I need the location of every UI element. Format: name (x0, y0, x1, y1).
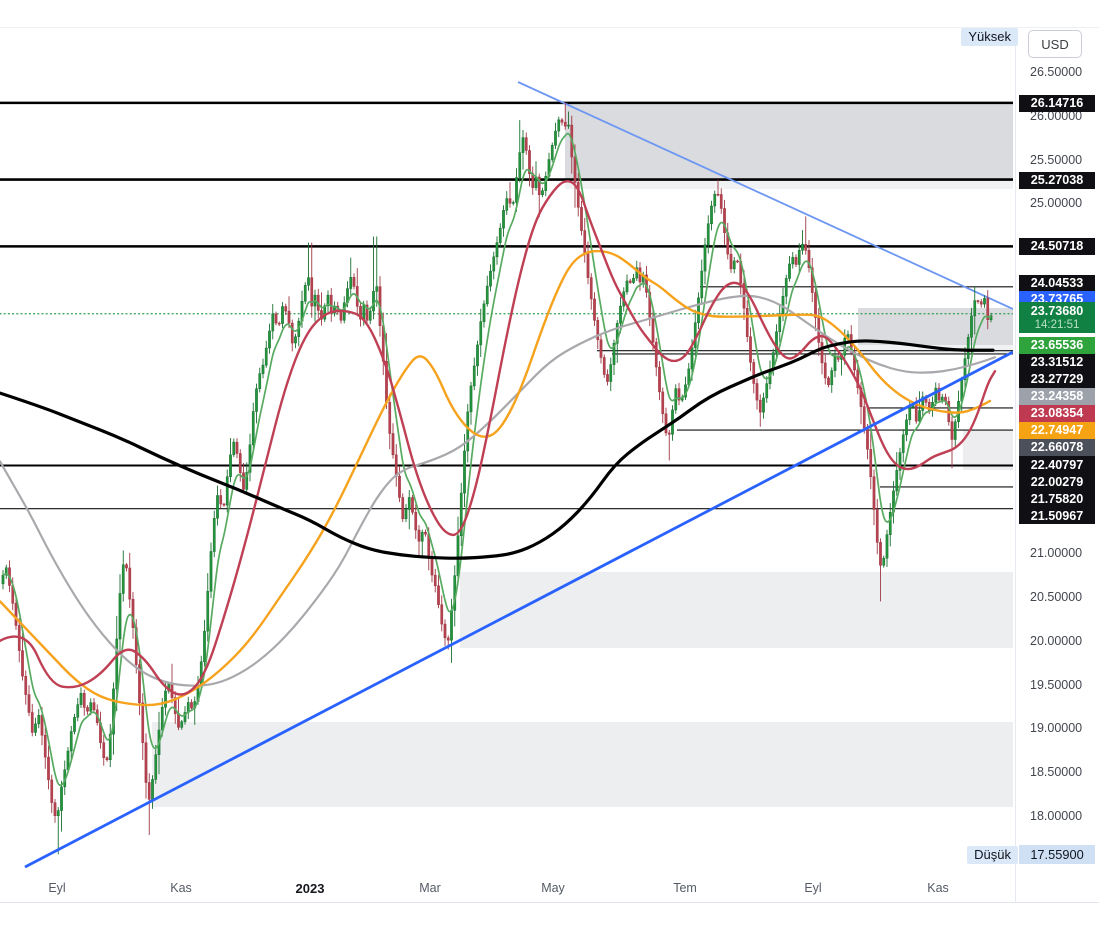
ma-orange (0, 249, 992, 707)
time-tick-label: May (541, 881, 565, 895)
price-zone (963, 430, 1013, 470)
candle-bodies (1, 119, 993, 816)
ascending-trendline[interactable] (24, 350, 1013, 869)
price-zone (460, 572, 1013, 648)
time-axis-border (0, 902, 1099, 903)
price-badge: 23.31512 (1019, 353, 1095, 371)
time-tick-label: Mar (419, 881, 441, 895)
price-zone (565, 103, 1013, 180)
price-zone (565, 180, 1013, 189)
time-tick-label: Eyl (804, 881, 822, 895)
descending-trendline[interactable] (517, 81, 1013, 310)
ma-gray (0, 294, 997, 687)
price-badge: 23.24358 (1019, 387, 1095, 405)
price-tick-label: 20.00000 (1030, 633, 1083, 648)
plot-area[interactable] (0, 81, 1013, 869)
time-axis[interactable] (0, 876, 1013, 903)
time-tick-label: Eyl (48, 881, 66, 895)
ma-red (0, 180, 997, 696)
price-badge: 21.50967 (1019, 507, 1095, 524)
price-badge: 23.08354 (1019, 404, 1095, 422)
price-badge: 25.27038 (1019, 171, 1095, 189)
price-badge: 26.14716 (1019, 94, 1095, 112)
price-tick-label: 19.00000 (1030, 721, 1083, 736)
price-tick-label: 19.50000 (1030, 677, 1083, 692)
pane-top-border (0, 27, 1099, 28)
price-axis-border (1015, 27, 1016, 902)
price-badge: 22.00279 (1019, 473, 1095, 490)
price-tick-label: 21.00000 (1030, 546, 1083, 561)
currency-button[interactable]: USD (1028, 30, 1082, 58)
ma-black (0, 339, 995, 560)
price-tick-label: 26.50000 (1030, 65, 1083, 79)
low-label-chip: Düşük (967, 846, 1018, 864)
price-tick-label: 18.00000 (1030, 808, 1083, 823)
price-badge: 22.66078 (1019, 438, 1095, 456)
price-badge: 21.75820 (1019, 490, 1095, 507)
price-badge: 23.27729 (1019, 370, 1095, 388)
current-price-badge: 23.73680 14:21:51 (1019, 302, 1095, 333)
price-zone (858, 308, 1013, 345)
time-tick-label: 2023 (295, 881, 325, 896)
price-badge: 23.65536 (1019, 336, 1095, 354)
price-badge: 22.40797 (1019, 456, 1095, 473)
time-tick-label: Kas (927, 881, 949, 895)
price-badge: 24.04533 (1019, 274, 1095, 292)
price-tick-label: 20.50000 (1030, 590, 1083, 604)
price-zone (152, 722, 1013, 807)
price-tick-label: 25.50000 (1030, 152, 1083, 167)
time-tick-label: Tem (673, 881, 697, 895)
price-tick-label: 26.00000 (1030, 108, 1083, 123)
price-tick-label: 18.50000 (1030, 765, 1083, 779)
time-tick-label: Kas (170, 881, 192, 895)
price-badge: 22.74947 (1019, 421, 1095, 439)
high-label-chip: Yüksek (961, 28, 1018, 46)
low-value-label: 17.55900 (1019, 845, 1095, 864)
price-badge: 24.50718 (1019, 237, 1095, 255)
price-tick-label: 25.00000 (1030, 196, 1083, 211)
